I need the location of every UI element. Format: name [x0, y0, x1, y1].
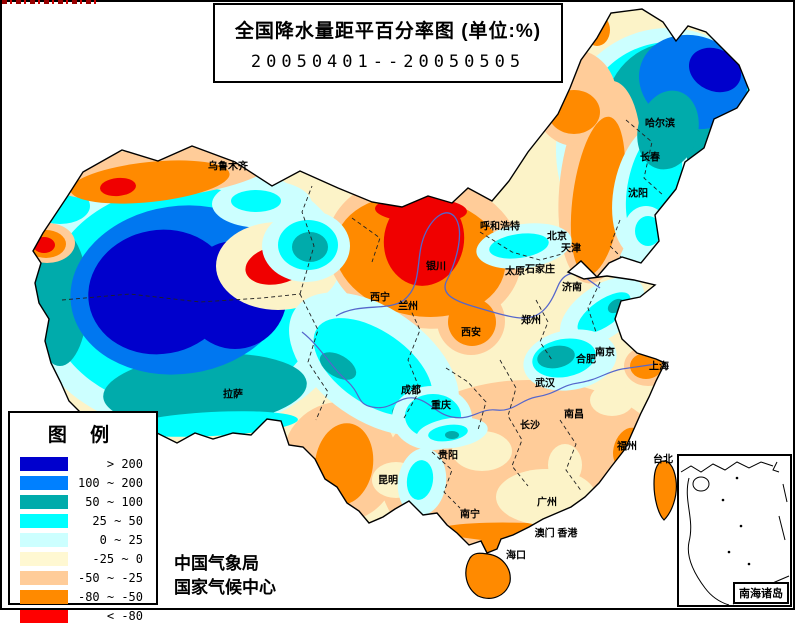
taiwan-island [653, 460, 677, 521]
legend-row: -50 ~ -25 [10, 568, 156, 587]
hainan-island [465, 552, 511, 599]
legend-swatch [20, 551, 68, 566]
legend-row: 100 ~ 200 [10, 473, 156, 492]
china-outline [32, 8, 750, 554]
map-title: 全国降水量距平百分率图 (单位:%) [234, 21, 542, 42]
legend-items: > 200 100 ~ 200 50 ~ 100 25 ~ 50 0 ~ 25 -25 ~… [10, 454, 156, 625]
legend-swatch [20, 570, 68, 585]
legend-swatch [20, 494, 68, 509]
legend-swatch [20, 532, 68, 547]
legend-row: 50 ~ 100 [10, 492, 156, 511]
legend-range: 100 ~ 200 [77, 475, 143, 490]
legend-row: 25 ~ 50 [10, 511, 156, 530]
date-range: 20050401--20050505 [250, 52, 526, 72]
cropped-watermark-text [2, 0, 98, 4]
legend-box: 图 例 > 200 100 ~ 200 50 ~ 100 25 ~ 50 0 ~ 25 -… [8, 411, 158, 623]
legend-swatch [20, 456, 68, 471]
legend-range: 0 ~ 25 [99, 532, 143, 547]
south-china-sea-inset: 南海诸岛 [677, 454, 792, 607]
credit-agency: 中国气象局 [174, 554, 259, 573]
inset-label: 南海诸岛 [733, 582, 789, 604]
legend-row: < -80 [10, 606, 156, 625]
legend-title: 图 例 [47, 425, 119, 446]
legend-range: < -80 [106, 608, 143, 623]
legend-swatch [20, 589, 68, 604]
legend-range: -80 ~ -50 [77, 589, 143, 604]
legend-range: 25 ~ 50 [92, 513, 143, 528]
legend-row: 0 ~ 25 [10, 530, 156, 549]
legend-swatch [20, 475, 68, 490]
title-box: 全国降水量距平百分率图 (单位:%) 20050401--20050505 [213, 3, 563, 83]
province-borders [61, 119, 665, 509]
legend-row: -25 ~ 0 [10, 549, 156, 568]
yangtze-river [301, 331, 657, 419]
legend-swatch [20, 513, 68, 528]
legend-row: -80 ~ -50 [10, 587, 156, 606]
legend-swatch [20, 608, 68, 623]
credit-center: 国家气候中心 [174, 578, 276, 597]
legend-range: 50 ~ 100 [85, 494, 143, 509]
china-map [32, 8, 750, 599]
yellow-river [335, 212, 601, 319]
legend-range: -25 ~ 0 [92, 551, 143, 566]
legend-row: > 200 [10, 454, 156, 473]
credits: 中国气象局 国家气候中心 [174, 552, 276, 600]
legend-range: > 200 [106, 456, 143, 471]
legend-range: -50 ~ -25 [77, 570, 143, 585]
